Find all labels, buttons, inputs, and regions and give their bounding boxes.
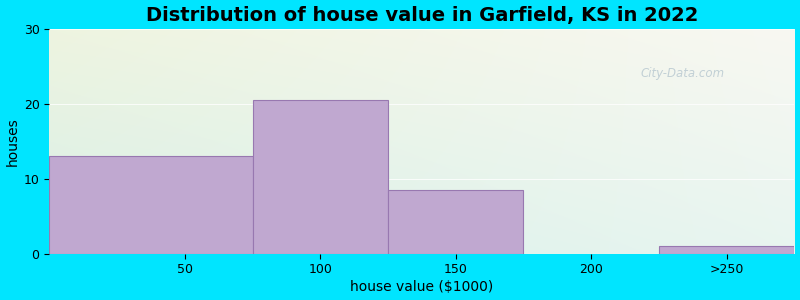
Title: Distribution of house value in Garfield, KS in 2022: Distribution of house value in Garfield,… <box>146 6 698 25</box>
Bar <box>659 246 794 253</box>
Bar <box>50 156 253 254</box>
Bar <box>253 100 388 254</box>
Bar <box>388 190 523 254</box>
Y-axis label: houses: houses <box>6 117 19 166</box>
Text: City-Data.com: City-Data.com <box>641 67 725 80</box>
X-axis label: house value ($1000): house value ($1000) <box>350 280 494 294</box>
